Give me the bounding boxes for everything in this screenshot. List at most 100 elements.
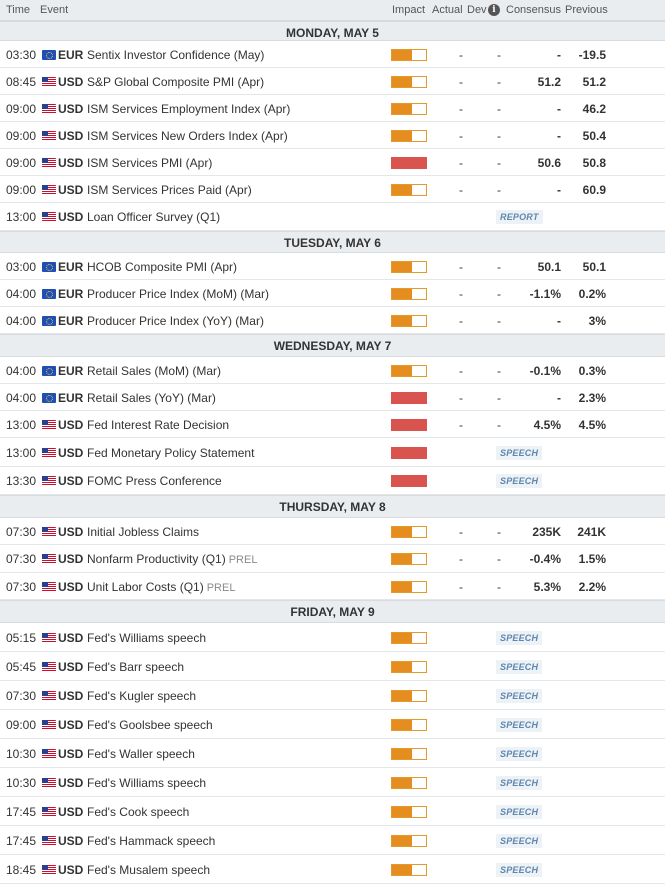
impact-fill — [392, 554, 413, 564]
event-row[interactable]: 09:00 USD Fed's Goolsbee speech SPEECH — [0, 710, 665, 739]
event-name[interactable]: Nonfarm Productivity (Q1) PREL — [87, 552, 257, 566]
event-row[interactable]: 07:30 USD Unit Labor Costs (Q1) PREL - - 5.3% 2… — [0, 573, 665, 600]
currency-code: EUR — [58, 287, 84, 301]
impact-fill — [392, 691, 413, 701]
event-row[interactable]: 10:30 USD Fed's Waller speech SPEECH — [0, 739, 665, 768]
event-name[interactable]: FOMC Press Conference — [87, 474, 222, 488]
event-name[interactable]: Fed's Musalem speech — [87, 863, 210, 877]
event-time: 03:30 — [6, 48, 37, 62]
deviation-value: - — [497, 48, 501, 62]
event-title: Fed's Waller speech — [87, 747, 195, 761]
speech-badge[interactable]: SPEECH — [496, 805, 543, 819]
impact-bar-medium — [391, 581, 427, 593]
event-name[interactable]: Initial Jobless Claims — [87, 525, 199, 539]
event-name[interactable]: ISM Services PMI (Apr) — [87, 156, 212, 170]
day-label: MONDAY, MAY 5 — [286, 26, 379, 40]
event-name[interactable]: ISM Services Prices Paid (Apr) — [87, 183, 252, 197]
impact-bar-high — [391, 447, 427, 459]
consensus-value: - — [557, 129, 561, 143]
event-row[interactable]: 04:00 EUR Retail Sales (YoY) (Mar) - - - 2.3% — [0, 384, 665, 411]
event-name[interactable]: Retail Sales (YoY) (Mar) — [87, 391, 216, 405]
header-consensus[interactable]: Consensus — [506, 4, 562, 16]
speech-badge[interactable]: SPEECH — [496, 834, 543, 848]
speech-badge[interactable]: SPEECH — [496, 474, 543, 488]
header-previous[interactable]: Previous — [565, 4, 608, 16]
event-name[interactable]: Producer Price Index (MoM) (Mar) — [87, 287, 269, 301]
previous-value: 3% — [588, 314, 606, 328]
event-row[interactable]: 09:00 USD ISM Services PMI (Apr) - - 50.6 50.8 — [0, 149, 665, 176]
impact-bar-medium — [391, 76, 427, 88]
event-row[interactable]: 17:45 USD Fed's Cook speech SPEECH — [0, 797, 665, 826]
event-row[interactable]: 07:30 USD Initial Jobless Claims - - 235K 241K — [0, 518, 665, 545]
header-actual[interactable]: Actual — [432, 4, 463, 16]
event-row[interactable]: 03:00 EUR HCOB Composite PMI (Apr) - - 50.1 50… — [0, 253, 665, 280]
event-row[interactable]: 13:30 USD FOMC Press Conference SPEECH — [0, 467, 665, 495]
event-row[interactable]: 08:45 USD S&P Global Composite PMI (Apr) - -… — [0, 68, 665, 95]
event-name[interactable]: Unit Labor Costs (Q1) PREL — [87, 580, 235, 594]
event-row[interactable]: 13:00 USD Fed Monetary Policy Statement SPE… — [0, 438, 665, 467]
event-name[interactable]: ISM Services Employment Index (Apr) — [87, 102, 290, 116]
event-name[interactable]: Fed Interest Rate Decision — [87, 418, 229, 432]
speech-badge[interactable]: SPEECH — [496, 718, 543, 732]
event-name[interactable]: Fed's Cook speech — [87, 805, 189, 819]
header-time[interactable]: Time — [6, 4, 31, 16]
currency-code: USD — [58, 75, 84, 89]
event-name[interactable]: Sentix Investor Confidence (May) — [87, 48, 264, 62]
event-row[interactable]: 13:00 USD Loan Officer Survey (Q1) REPORT — [0, 203, 665, 231]
speech-badge[interactable]: SPEECH — [496, 747, 543, 761]
event-name[interactable]: Loan Officer Survey (Q1) — [87, 210, 220, 224]
event-name[interactable]: Fed's Waller speech — [87, 747, 195, 761]
currency-code: USD — [58, 863, 84, 877]
day-header: WEDNESDAY, MAY 7 — [0, 334, 665, 357]
event-row[interactable]: 09:00 USD ISM Services Prices Paid (Apr) - -… — [0, 176, 665, 203]
event-name[interactable]: S&P Global Composite PMI (Apr) — [87, 75, 264, 89]
impact-bar-medium — [391, 835, 427, 847]
currency-code: USD — [58, 552, 84, 566]
event-row[interactable]: 04:00 EUR Producer Price Index (YoY) (Mar)… — [0, 307, 665, 334]
consensus-value: 51.2 — [537, 75, 561, 89]
event-row[interactable]: 13:00 USD Fed Interest Rate Decision - - 4.5%… — [0, 411, 665, 438]
header-dev[interactable]: Dev — [467, 4, 487, 16]
event-name[interactable]: HCOB Composite PMI (Apr) — [87, 260, 237, 274]
impact-bar-high — [391, 392, 427, 404]
event-row[interactable]: 05:45 USD Fed's Barr speech SPEECH — [0, 652, 665, 681]
event-row[interactable]: 17:45 USD Fed's Hammack speech SPEECH — [0, 826, 665, 855]
header-impact[interactable]: Impact — [392, 4, 426, 16]
event-name[interactable]: Producer Price Index (YoY) (Mar) — [87, 314, 264, 328]
event-row[interactable]: 04:00 EUR Producer Price Index (MoM) (Mar)… — [0, 280, 665, 307]
info-icon[interactable]: i — [488, 4, 500, 16]
event-row[interactable]: 09:00 USD ISM Services New Orders Index (A… — [0, 122, 665, 149]
event-row[interactable]: 10:30 USD Fed's Williams speech SPEECH — [0, 768, 665, 797]
event-row[interactable]: 05:15 USD Fed's Williams speech SPEECH — [0, 623, 665, 652]
event-row[interactable]: 07:30 USD Nonfarm Productivity (Q1) PREL - - -… — [0, 545, 665, 573]
event-row[interactable]: 07:30 USD Fed's Kugler speech SPEECH — [0, 681, 665, 710]
event-name[interactable]: Fed's Hammack speech — [87, 834, 215, 848]
event-name[interactable]: Fed's Williams speech — [87, 776, 206, 790]
event-name[interactable]: Fed Monetary Policy Statement — [87, 446, 254, 460]
event-name[interactable]: Fed's Barr speech — [87, 660, 184, 674]
report-badge[interactable]: REPORT — [496, 210, 543, 224]
event-time: 07:30 — [6, 689, 37, 703]
event-row[interactable]: 03:30 EUR Sentix Investor Confidence (May)… — [0, 41, 665, 68]
speech-badge[interactable]: SPEECH — [496, 446, 543, 460]
previous-value: 60.9 — [582, 183, 606, 197]
previous-value: 241K — [577, 525, 606, 539]
speech-badge[interactable]: SPEECH — [496, 689, 543, 703]
actual-value: - — [459, 102, 463, 116]
event-name[interactable]: Fed's Goolsbee speech — [87, 718, 213, 732]
event-name[interactable]: Fed's Williams speech — [87, 631, 206, 645]
header-event[interactable]: Event — [40, 4, 69, 16]
speech-badge[interactable]: SPEECH — [496, 863, 543, 877]
speech-badge[interactable]: SPEECH — [496, 660, 543, 674]
speech-badge[interactable]: SPEECH — [496, 776, 543, 790]
event-row[interactable]: 04:00 EUR Retail Sales (MoM) (Mar) - - -0.1% 0… — [0, 357, 665, 384]
event-name[interactable]: ISM Services New Orders Index (Apr) — [87, 129, 288, 143]
speech-badge[interactable]: SPEECH — [496, 631, 543, 645]
event-row[interactable]: 09:00 USD ISM Services Employment Index (A… — [0, 95, 665, 122]
event-title: HCOB Composite PMI (Apr) — [87, 260, 238, 274]
impact-bar-medium — [391, 261, 427, 273]
event-row[interactable]: 18:45 USD Fed's Musalem speech SPEECH — [0, 855, 665, 884]
impact-bar-medium — [391, 288, 427, 300]
event-name[interactable]: Retail Sales (MoM) (Mar) — [87, 364, 221, 378]
event-name[interactable]: Fed's Kugler speech — [87, 689, 196, 703]
